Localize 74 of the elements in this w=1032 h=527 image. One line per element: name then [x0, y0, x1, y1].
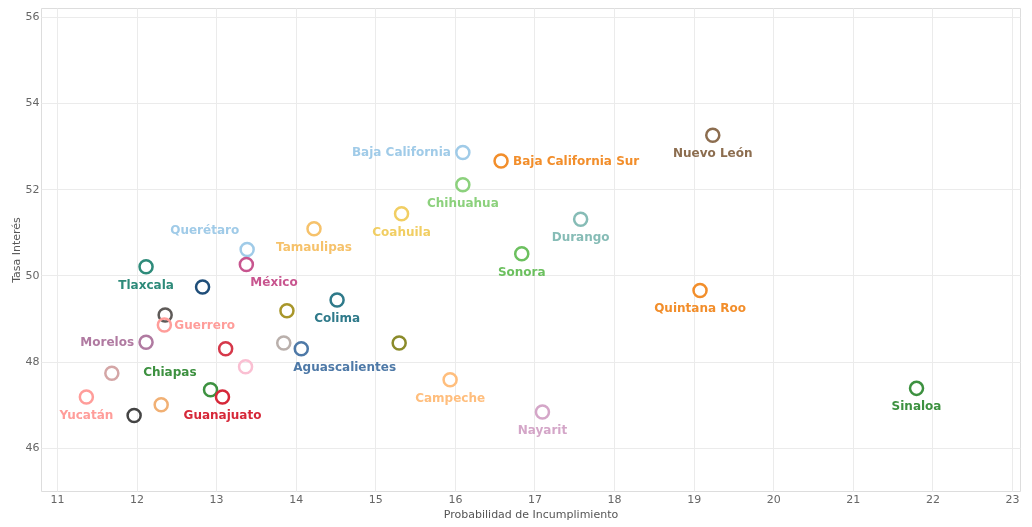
- x-tick-label: 15: [368, 492, 383, 506]
- annotation: Chihuahua: [426, 195, 499, 210]
- annotation: Quintana Roo: [654, 301, 746, 316]
- point: [202, 381, 219, 398]
- annotation: Sonora: [497, 264, 546, 279]
- point: [194, 279, 211, 295]
- annotation: Querétaro: [170, 222, 240, 237]
- point: [442, 371, 458, 388]
- point: [513, 246, 530, 262]
- point: [239, 241, 255, 258]
- x-axis-title: Probabilidad de Incumplimiento: [443, 507, 619, 521]
- point: [391, 335, 407, 351]
- annotation: Sinaloa: [891, 399, 942, 414]
- x-tick-label: 14: [289, 492, 304, 506]
- point: [306, 221, 322, 237]
- y-tick-label: 54: [25, 96, 40, 110]
- annotation: Nayarit: [517, 423, 568, 438]
- point: [104, 365, 120, 382]
- annotation: Baja California Sur: [513, 154, 640, 169]
- point: [153, 396, 169, 413]
- annotation: Yucatán: [58, 407, 114, 422]
- x-tick-label: 23: [1005, 492, 1020, 506]
- y-axis-title: Tasa Interés: [9, 216, 23, 284]
- point: [393, 205, 410, 222]
- y-tick-label: 52: [25, 182, 40, 196]
- annotation: Guanajuato: [183, 407, 262, 422]
- point: [908, 380, 925, 397]
- x-tick-label: 17: [527, 492, 542, 506]
- y-tick-label: 46: [25, 441, 40, 455]
- annotation: Coahuila: [372, 224, 431, 239]
- annotation: Chiapas: [143, 364, 197, 379]
- point: [692, 282, 708, 299]
- point: [705, 127, 721, 143]
- point: [493, 153, 509, 169]
- point: [217, 340, 234, 357]
- annotation: Colima: [314, 310, 361, 325]
- point: [238, 256, 255, 273]
- annotation: Tamaulipas: [276, 239, 352, 254]
- point: [156, 317, 173, 333]
- point: [237, 359, 254, 375]
- point: [455, 177, 471, 193]
- annotation: Nuevo León: [673, 146, 753, 161]
- annotation: Morelos: [80, 335, 135, 350]
- annotation: México: [250, 274, 298, 289]
- x-tick-label: 20: [766, 492, 781, 506]
- x-tick-label: 16: [448, 492, 463, 506]
- point: [78, 389, 95, 405]
- point: [572, 211, 589, 228]
- y-tick-label: 50: [25, 268, 40, 282]
- annotation: Guerrero: [174, 317, 236, 332]
- point: [293, 340, 310, 357]
- point: [138, 334, 154, 350]
- x-tick-label: 18: [607, 492, 622, 506]
- y-tick-label: 48: [25, 355, 40, 369]
- point: [329, 292, 345, 308]
- point: [534, 404, 551, 420]
- point: [126, 407, 142, 424]
- point: [138, 258, 154, 275]
- y-tick-label: 56: [25, 10, 40, 24]
- annotation: Baja California: [351, 145, 451, 160]
- x-tick-label: 21: [846, 492, 861, 506]
- annotation: Durango: [551, 230, 610, 245]
- point: [275, 335, 292, 351]
- annotation: Campeche: [415, 390, 486, 405]
- annotation: Tlaxcala: [118, 277, 174, 292]
- x-tick-label: 22: [925, 492, 940, 506]
- x-tick-label: 19: [687, 492, 702, 506]
- point: [279, 302, 295, 319]
- x-tick-label: 13: [209, 492, 224, 506]
- point: [214, 389, 231, 405]
- x-tick-label: 12: [130, 492, 145, 506]
- annotation: Aguascalientes: [293, 359, 397, 374]
- point: [455, 144, 471, 161]
- x-tick-label: 11: [50, 492, 65, 506]
